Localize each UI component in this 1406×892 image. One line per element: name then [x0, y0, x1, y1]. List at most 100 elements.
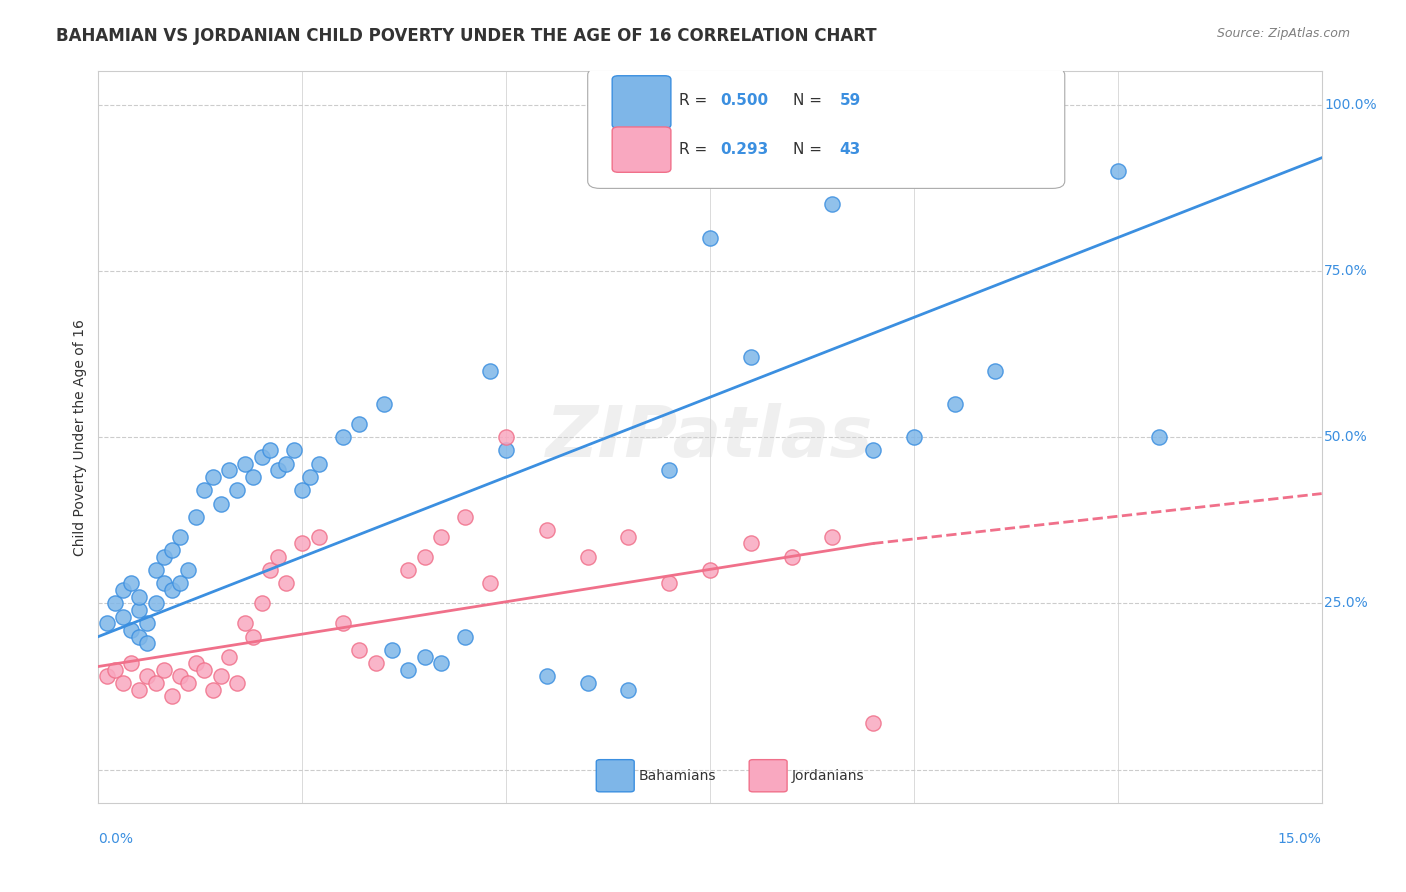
- Point: [201, 470, 224, 484]
- Point: [299, 470, 322, 484]
- Point: [259, 443, 281, 458]
- Point: [740, 536, 762, 550]
- Point: [242, 630, 264, 644]
- Point: [201, 682, 224, 697]
- Point: [658, 576, 681, 591]
- Text: Jordanians: Jordanians: [792, 769, 865, 783]
- Point: [699, 230, 721, 244]
- Point: [478, 576, 501, 591]
- Point: [136, 616, 159, 631]
- Point: [177, 563, 200, 577]
- Point: [658, 463, 681, 477]
- Point: [104, 663, 127, 677]
- Point: [209, 669, 232, 683]
- Text: R =: R =: [679, 142, 713, 157]
- Point: [617, 682, 640, 697]
- Point: [120, 576, 142, 591]
- Point: [120, 623, 142, 637]
- Point: [332, 616, 354, 631]
- Y-axis label: Child Poverty Under the Age of 16: Child Poverty Under the Age of 16: [73, 318, 87, 556]
- Point: [145, 676, 167, 690]
- Point: [349, 643, 371, 657]
- Point: [984, 363, 1007, 377]
- Text: 25.0%: 25.0%: [1324, 597, 1368, 610]
- Point: [274, 576, 297, 591]
- Point: [413, 549, 436, 564]
- Point: [862, 443, 884, 458]
- Point: [169, 669, 191, 683]
- Point: [576, 676, 599, 690]
- Point: [943, 397, 966, 411]
- Point: [177, 676, 200, 690]
- FancyBboxPatch shape: [749, 760, 787, 792]
- Point: [242, 470, 264, 484]
- Text: 59: 59: [839, 93, 860, 108]
- Point: [128, 682, 150, 697]
- Point: [186, 656, 208, 670]
- Text: Source: ZipAtlas.com: Source: ZipAtlas.com: [1216, 27, 1350, 40]
- Point: [111, 676, 134, 690]
- Text: N =: N =: [793, 93, 827, 108]
- Point: [1107, 164, 1129, 178]
- Text: ZIPatlas: ZIPatlas: [547, 402, 873, 472]
- Point: [136, 669, 159, 683]
- Point: [169, 530, 191, 544]
- Point: [160, 690, 183, 704]
- Point: [218, 463, 240, 477]
- Point: [373, 397, 395, 411]
- Text: R =: R =: [679, 93, 713, 108]
- Point: [396, 563, 419, 577]
- Point: [349, 417, 371, 431]
- Point: [478, 363, 501, 377]
- Point: [136, 636, 159, 650]
- Point: [193, 483, 215, 498]
- Point: [193, 663, 215, 677]
- Point: [536, 669, 558, 683]
- Point: [308, 530, 330, 544]
- Point: [821, 197, 844, 211]
- Text: BAHAMIAN VS JORDANIAN CHILD POVERTY UNDER THE AGE OF 16 CORRELATION CHART: BAHAMIAN VS JORDANIAN CHILD POVERTY UNDE…: [56, 27, 877, 45]
- Point: [430, 530, 453, 544]
- Point: [903, 430, 925, 444]
- Point: [283, 443, 305, 458]
- Point: [396, 663, 419, 677]
- Point: [274, 457, 297, 471]
- Point: [454, 630, 477, 644]
- Point: [699, 563, 721, 577]
- Point: [495, 430, 517, 444]
- Point: [160, 543, 183, 558]
- Point: [111, 609, 134, 624]
- Point: [186, 509, 208, 524]
- FancyBboxPatch shape: [596, 760, 634, 792]
- Point: [862, 716, 884, 731]
- Point: [96, 669, 118, 683]
- Point: [780, 549, 803, 564]
- Point: [152, 663, 174, 677]
- Point: [160, 582, 183, 597]
- Point: [740, 351, 762, 365]
- Point: [233, 616, 256, 631]
- Point: [145, 596, 167, 610]
- Point: [364, 656, 387, 670]
- Point: [267, 549, 290, 564]
- Point: [128, 590, 150, 604]
- FancyBboxPatch shape: [612, 127, 671, 172]
- Point: [576, 549, 599, 564]
- Point: [96, 616, 118, 631]
- Text: 0.500: 0.500: [720, 93, 768, 108]
- Point: [120, 656, 142, 670]
- Point: [381, 643, 404, 657]
- Point: [218, 649, 240, 664]
- Text: N =: N =: [793, 142, 827, 157]
- Point: [259, 563, 281, 577]
- Text: 0.0%: 0.0%: [98, 832, 134, 846]
- Point: [111, 582, 134, 597]
- Point: [226, 483, 249, 498]
- Point: [152, 549, 174, 564]
- Point: [145, 563, 167, 577]
- Point: [250, 450, 273, 464]
- Text: 0.293: 0.293: [720, 142, 768, 157]
- Text: 15.0%: 15.0%: [1278, 832, 1322, 846]
- Point: [291, 483, 314, 498]
- Point: [250, 596, 273, 610]
